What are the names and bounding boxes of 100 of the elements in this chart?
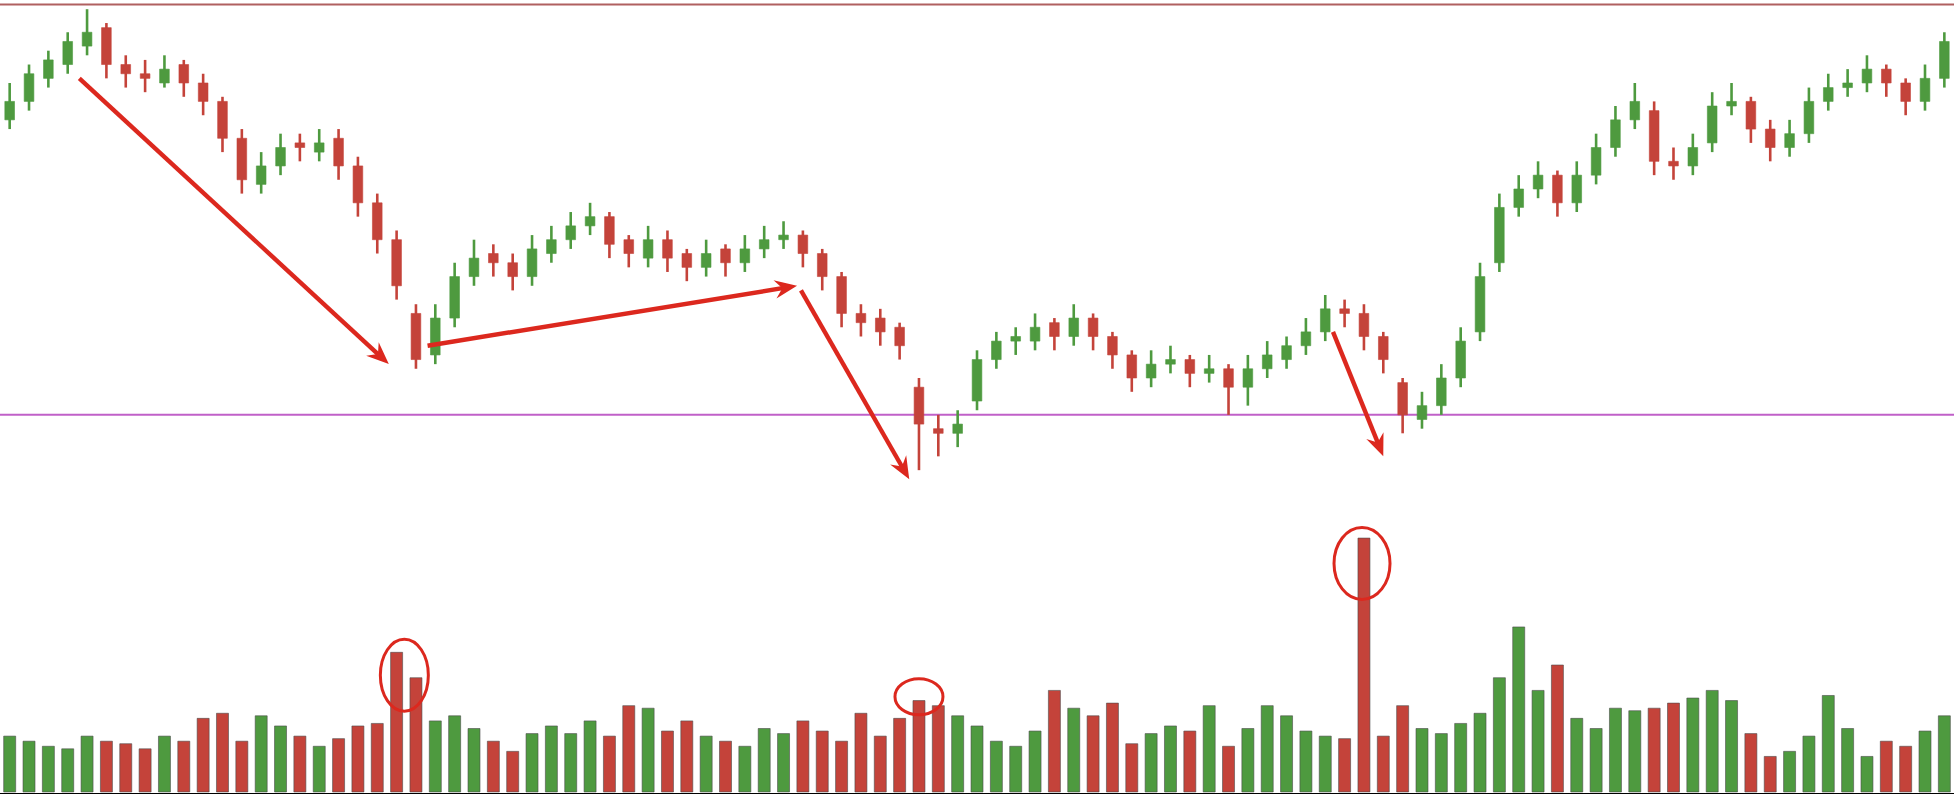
candlestick (294, 132, 306, 163)
bar (545, 725, 558, 793)
candlestick (1416, 390, 1428, 430)
candlestick (314, 127, 325, 163)
candlestick (1513, 173, 1524, 218)
candlestick (1358, 302, 1370, 352)
bar (1860, 756, 1874, 793)
candlestick (526, 233, 538, 288)
bar (1647, 707, 1661, 793)
candlestick (1919, 63, 1931, 112)
bar (1918, 730, 1932, 793)
bar (1028, 730, 1042, 793)
candlestick (236, 127, 247, 195)
bar (1280, 715, 1293, 793)
candlestick (372, 192, 383, 255)
candlestick (1687, 132, 1698, 177)
candlestick (817, 247, 828, 292)
candlestick (1455, 325, 1466, 389)
bar (1318, 735, 1332, 793)
candlestick (449, 261, 460, 329)
bar (61, 748, 75, 793)
bar (1067, 707, 1081, 793)
candlestick (391, 229, 402, 301)
bar (835, 740, 848, 793)
bar (1880, 740, 1893, 793)
bar (80, 735, 94, 793)
bar (1705, 690, 1719, 793)
bar (1338, 738, 1351, 793)
candlestick (43, 49, 54, 89)
bar (1125, 743, 1139, 793)
candlestick (855, 302, 867, 338)
candlestick (913, 376, 925, 472)
bar (254, 715, 268, 793)
bar (138, 748, 152, 793)
bar (873, 735, 887, 793)
candlestick (275, 132, 286, 177)
candlestick (1126, 349, 1137, 394)
candlestick (662, 229, 673, 274)
bar (738, 745, 752, 793)
bar (1396, 705, 1409, 793)
bar (699, 735, 713, 793)
bar (100, 740, 113, 793)
bar (1357, 537, 1371, 793)
bar (177, 740, 191, 793)
candlestick (739, 233, 750, 274)
candlestick (1146, 349, 1157, 389)
bar (1667, 702, 1680, 793)
bar (158, 735, 171, 793)
candlestick (971, 349, 983, 412)
bar (293, 735, 307, 793)
candlestick (1784, 118, 1795, 159)
candlestick (1165, 344, 1176, 375)
bar (583, 720, 597, 793)
candlestick (1532, 160, 1544, 200)
bar (1551, 664, 1564, 793)
bar (1164, 725, 1177, 793)
bar (661, 730, 674, 793)
candlestick (1320, 293, 1331, 343)
bar (932, 705, 945, 793)
candlestick (778, 219, 789, 251)
bar (390, 652, 403, 793)
candlestick (546, 224, 557, 265)
bar (951, 715, 964, 793)
candlestick (23, 63, 35, 112)
candlestick (604, 210, 615, 260)
bar (370, 723, 384, 793)
bar (1183, 730, 1197, 793)
candlestick (1204, 353, 1215, 384)
candlestick (1262, 339, 1273, 380)
bar (1454, 723, 1467, 793)
bar (1725, 700, 1738, 793)
candlestick (1436, 362, 1447, 417)
bar (1493, 677, 1506, 793)
bar (1222, 745, 1235, 793)
candlestick (991, 330, 1002, 371)
candlestick (178, 58, 189, 99)
bar (970, 725, 984, 793)
bar (1241, 728, 1255, 793)
candlestick (836, 270, 847, 329)
bar (351, 725, 365, 793)
bar (274, 725, 287, 793)
bar (893, 718, 906, 793)
candlestick (701, 238, 712, 278)
candlestick (1049, 316, 1060, 352)
candlestick (62, 30, 73, 76)
bar (1086, 715, 1100, 793)
candlestick (4, 81, 15, 131)
candlestick (1029, 312, 1041, 352)
candlestick (1590, 132, 1602, 186)
candlestick (681, 247, 692, 283)
candlestick (139, 58, 151, 94)
candlestick (1300, 316, 1312, 357)
bar (912, 700, 926, 793)
bar (448, 715, 461, 793)
bar (622, 705, 636, 793)
bar (1106, 702, 1119, 793)
bar (603, 735, 616, 793)
candlestick (1397, 376, 1408, 435)
bar (312, 745, 326, 793)
bar (1009, 745, 1022, 793)
